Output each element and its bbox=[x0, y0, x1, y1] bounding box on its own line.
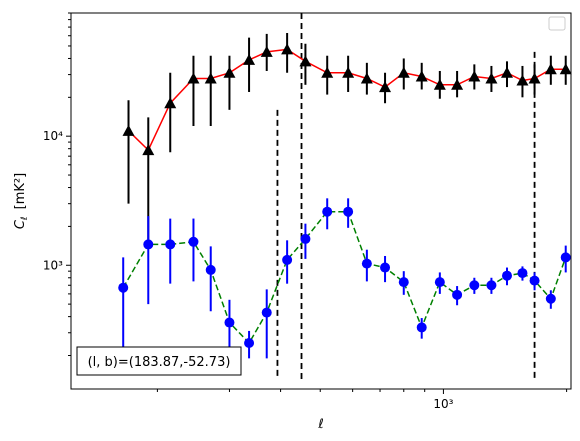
legend-box bbox=[548, 16, 566, 31]
data-point-circle bbox=[118, 282, 129, 293]
data-point-triangle bbox=[142, 144, 155, 156]
x-tick-label: 10³ bbox=[433, 397, 453, 411]
data-point-triangle bbox=[223, 66, 236, 78]
data-point-circle bbox=[529, 275, 540, 286]
data-point-circle bbox=[452, 289, 463, 300]
annotation-box: (l, b)=(183.87,-52.73) bbox=[76, 346, 242, 376]
data-point-triangle bbox=[528, 72, 541, 84]
data-point-triangle bbox=[360, 72, 373, 84]
data-point-circle bbox=[261, 307, 272, 318]
y-tick-label: 10³ bbox=[43, 258, 63, 272]
data-point-circle bbox=[398, 277, 409, 288]
data-point-circle bbox=[224, 317, 235, 328]
data-point-circle bbox=[361, 258, 372, 269]
data-point-circle bbox=[343, 206, 354, 217]
data-point-circle bbox=[300, 233, 311, 244]
y-axis-label-main: C bbox=[13, 219, 28, 229]
annotation-text: (l, b)=(183.87,-52.73) bbox=[88, 355, 231, 370]
data-point-triangle bbox=[433, 78, 446, 90]
data-point-triangle bbox=[299, 55, 312, 67]
data-point-circle bbox=[282, 254, 293, 265]
series-0 bbox=[122, 32, 572, 243]
data-point-triangle bbox=[342, 66, 355, 78]
plot-area bbox=[71, 13, 571, 389]
data-point-triangle bbox=[544, 63, 557, 75]
data-point-circle bbox=[501, 270, 512, 281]
series-1 bbox=[118, 198, 571, 359]
data-point-triangle bbox=[243, 53, 256, 65]
data-point-circle bbox=[517, 268, 528, 279]
data-point-triangle bbox=[516, 74, 529, 86]
data-point-triangle bbox=[415, 70, 428, 82]
data-layer bbox=[118, 13, 572, 380]
data-point-circle bbox=[143, 239, 154, 250]
data-point-triangle bbox=[187, 72, 200, 84]
plot-frame bbox=[70, 12, 572, 390]
data-point-triangle bbox=[260, 45, 273, 57]
data-point-triangle bbox=[485, 72, 498, 84]
data-point-circle bbox=[469, 280, 480, 291]
data-point-triangle bbox=[379, 81, 392, 93]
svg-text:Cℓ[mK²]: Cℓ [mK²] bbox=[13, 173, 30, 229]
data-point-circle bbox=[244, 337, 255, 348]
data-point-circle bbox=[434, 277, 445, 288]
data-point-triangle bbox=[321, 66, 334, 78]
data-point-triangle bbox=[204, 72, 217, 84]
data-point-circle bbox=[486, 280, 497, 291]
data-point-triangle bbox=[164, 97, 177, 109]
data-point-circle bbox=[205, 264, 216, 275]
data-point-triangle bbox=[451, 78, 464, 90]
data-point-triangle bbox=[468, 70, 481, 82]
data-point-circle bbox=[188, 236, 199, 247]
data-point-circle bbox=[545, 293, 556, 304]
y-tick-label: 10⁴ bbox=[43, 129, 63, 143]
data-point-triangle bbox=[397, 66, 410, 78]
y-axis-label-unit: [mK²] bbox=[13, 173, 28, 210]
data-point-circle bbox=[416, 322, 427, 333]
x-axis-label: ℓ bbox=[317, 417, 323, 432]
data-point-triangle bbox=[281, 43, 294, 55]
data-point-triangle bbox=[559, 63, 572, 75]
data-point-circle bbox=[165, 239, 176, 250]
data-point-circle bbox=[560, 252, 571, 263]
data-point-triangle bbox=[122, 124, 135, 136]
data-point-circle bbox=[380, 262, 391, 273]
data-point-triangle bbox=[500, 66, 513, 78]
y-axis-label-sub: ℓ bbox=[20, 216, 30, 221]
y-axis-label: Cℓ [mK²] bbox=[13, 173, 30, 229]
data-point-circle bbox=[322, 206, 333, 217]
